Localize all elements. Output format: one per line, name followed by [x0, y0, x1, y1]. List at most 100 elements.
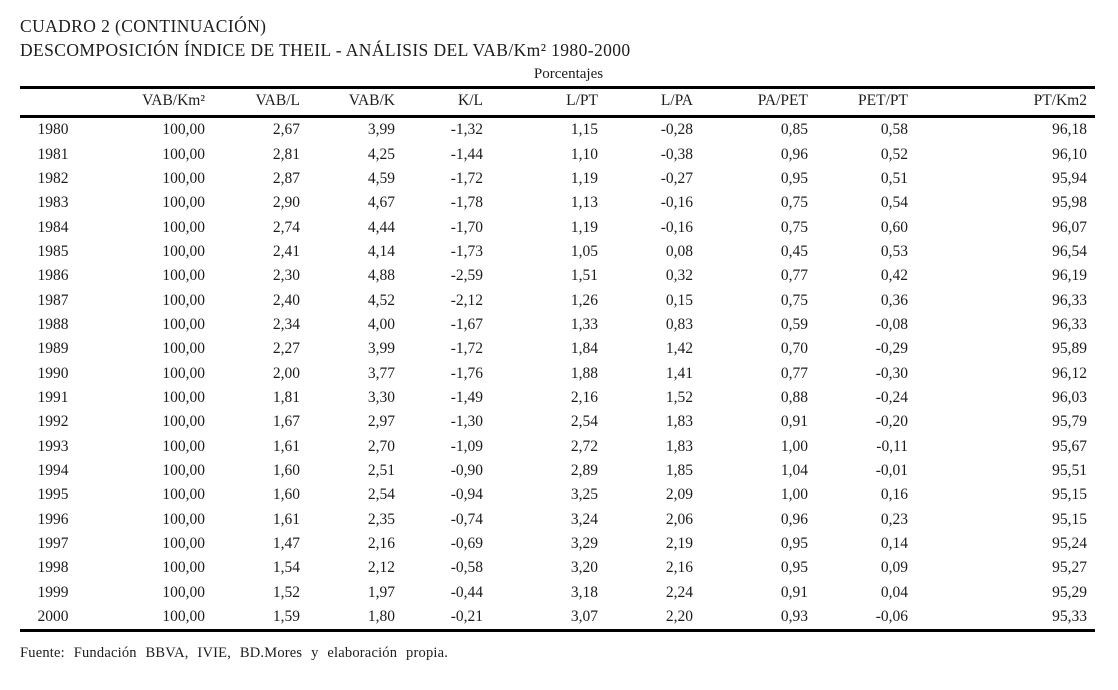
value-cell: 100,00	[162, 364, 205, 382]
value-cell: 2,35	[367, 510, 395, 528]
value-cell: 0,77	[780, 364, 808, 382]
column-header: VAB/Km²	[86, 87, 205, 118]
value-cell: 95,94	[1052, 169, 1087, 187]
value-cell: 95,98	[1052, 194, 1087, 212]
value-cell: 95,15	[1052, 486, 1087, 504]
value-cell: 1,83	[665, 413, 693, 431]
year-cell: 1985	[37, 242, 69, 260]
table-row: 2000 100,00 1,59 1,80 -0,21 3,07 2,20 0,93 -0,06…	[20, 605, 1095, 631]
value-cell: 96,10	[1052, 145, 1087, 163]
value-cell: 2,89	[570, 461, 598, 479]
year-cell: 1986	[37, 267, 69, 285]
table-row: 1991 100,00 1,81 3,30 -1,49 2,16 1,52 0,88 -0,24…	[20, 386, 1095, 410]
value-cell: 0,95	[780, 169, 808, 187]
value-cell: 2,90	[272, 194, 300, 212]
value-cell: 1,52	[272, 583, 300, 601]
value-cell: 1,88	[570, 364, 598, 382]
value-cell: 1,19	[570, 218, 598, 236]
value-cell: 2,54	[367, 486, 395, 504]
value-cell: 95,79	[1052, 413, 1087, 431]
table-caption-line1: CUADRO 2 (CONTINUACIÓN)	[20, 16, 267, 36]
value-cell: 1,19	[570, 169, 598, 187]
units-subtitle: Porcentajes	[533, 66, 604, 82]
table-row: 1981 100,00 2,81 4,25 -1,44 1,10 -0,38 0,96 0,52…	[20, 142, 1095, 166]
value-cell: 1,85	[665, 461, 693, 479]
value-cell: 100,00	[162, 267, 205, 285]
value-cell: 96,19	[1052, 267, 1087, 285]
value-cell: 100,00	[162, 218, 205, 236]
value-cell: 2,74	[272, 218, 300, 236]
value-cell: 0,96	[780, 145, 808, 163]
year-cell: 1992	[37, 413, 69, 431]
value-cell: 0,60	[880, 218, 908, 236]
value-cell: 1,81	[272, 388, 300, 406]
table-header: VAB/Km² VAB/L VAB/K K/L L/PT L/PA PA/PET PET/PT…	[20, 87, 1095, 118]
value-cell: 2,06	[665, 510, 693, 528]
value-cell: 1,59	[272, 608, 300, 626]
value-cell: 0,75	[780, 194, 808, 212]
value-cell: -1,70	[450, 218, 483, 236]
source-note: Fuente: Fundación BBVA, IVIE, BD.Mores y…	[20, 645, 449, 662]
value-cell: 0,85	[780, 121, 808, 139]
value-cell: 0,42	[880, 267, 908, 285]
value-cell: -1,67	[450, 315, 483, 333]
column-header: PA/PET	[693, 87, 808, 118]
value-cell: 3,29	[570, 535, 598, 553]
value-cell: 100,00	[162, 242, 205, 260]
value-cell: -0,16	[660, 218, 693, 236]
table-row: 1998 100,00 1,54 2,12 -0,58 3,20 2,16 0,95 0,09 9…	[20, 556, 1095, 580]
value-cell: -1,72	[450, 340, 483, 358]
value-cell: 96,03	[1052, 388, 1087, 406]
value-cell: 100,00	[162, 486, 205, 504]
value-cell: 4,52	[367, 291, 395, 309]
value-cell: 100,00	[162, 315, 205, 333]
value-cell: 3,77	[367, 364, 395, 382]
value-cell: -1,44	[450, 145, 483, 163]
value-cell: -0,29	[875, 340, 908, 358]
year-cell: 1994	[37, 461, 69, 479]
value-cell: 0,52	[880, 145, 908, 163]
value-cell: 1,52	[665, 388, 693, 406]
value-cell: 2,19	[665, 535, 693, 553]
table-row: 1990 100,00 2,00 3,77 -1,76 1,88 1,41 0,77 -0,30…	[20, 361, 1095, 385]
value-cell: 0,75	[780, 291, 808, 309]
value-cell: 4,88	[367, 267, 395, 285]
value-cell: 100,00	[162, 145, 205, 163]
value-cell: 95,29	[1052, 583, 1087, 601]
value-cell: 0,91	[780, 413, 808, 431]
value-cell: 2,70	[367, 437, 395, 455]
value-cell: 1,84	[570, 340, 598, 358]
value-cell: -0,08	[875, 315, 908, 333]
value-cell: 0,51	[880, 169, 908, 187]
value-cell: 96,54	[1052, 242, 1087, 260]
value-cell: 3,25	[570, 486, 598, 504]
value-cell: 3,99	[367, 121, 395, 139]
value-cell: 4,59	[367, 169, 395, 187]
year-cell: 1987	[37, 291, 69, 309]
value-cell: 0,08	[665, 242, 693, 260]
value-cell: 100,00	[162, 388, 205, 406]
value-cell: 2,41	[272, 242, 300, 260]
value-cell: -1,72	[450, 169, 483, 187]
value-cell: -2,59	[450, 267, 483, 285]
value-cell: -0,44	[450, 583, 483, 601]
table-row: 1986 100,00 2,30 4,88 -2,59 1,51 0,32 0,77 0,42 9…	[20, 264, 1095, 288]
value-cell: 2,67	[272, 121, 300, 139]
value-cell: 1,41	[665, 364, 693, 382]
value-cell: -0,28	[660, 121, 693, 139]
value-cell: 0,95	[780, 535, 808, 553]
year-cell: 1990	[37, 364, 69, 382]
header-row: VAB/Km² VAB/L VAB/K K/L L/PT L/PA PA/PET PET/PT…	[20, 87, 1095, 118]
value-cell: 2,09	[665, 486, 693, 504]
year-cell: 1998	[37, 559, 69, 577]
value-cell: 1,54	[272, 559, 300, 577]
value-cell: 2,97	[367, 413, 395, 431]
column-header: VAB/K	[300, 87, 395, 118]
value-cell: 96,33	[1052, 291, 1087, 309]
value-cell: 100,00	[162, 608, 205, 626]
value-cell: -1,32	[450, 121, 483, 139]
value-cell: 0,83	[665, 315, 693, 333]
value-cell: 3,20	[570, 559, 598, 577]
value-cell: 2,54	[570, 413, 598, 431]
value-cell: -0,69	[450, 535, 483, 553]
